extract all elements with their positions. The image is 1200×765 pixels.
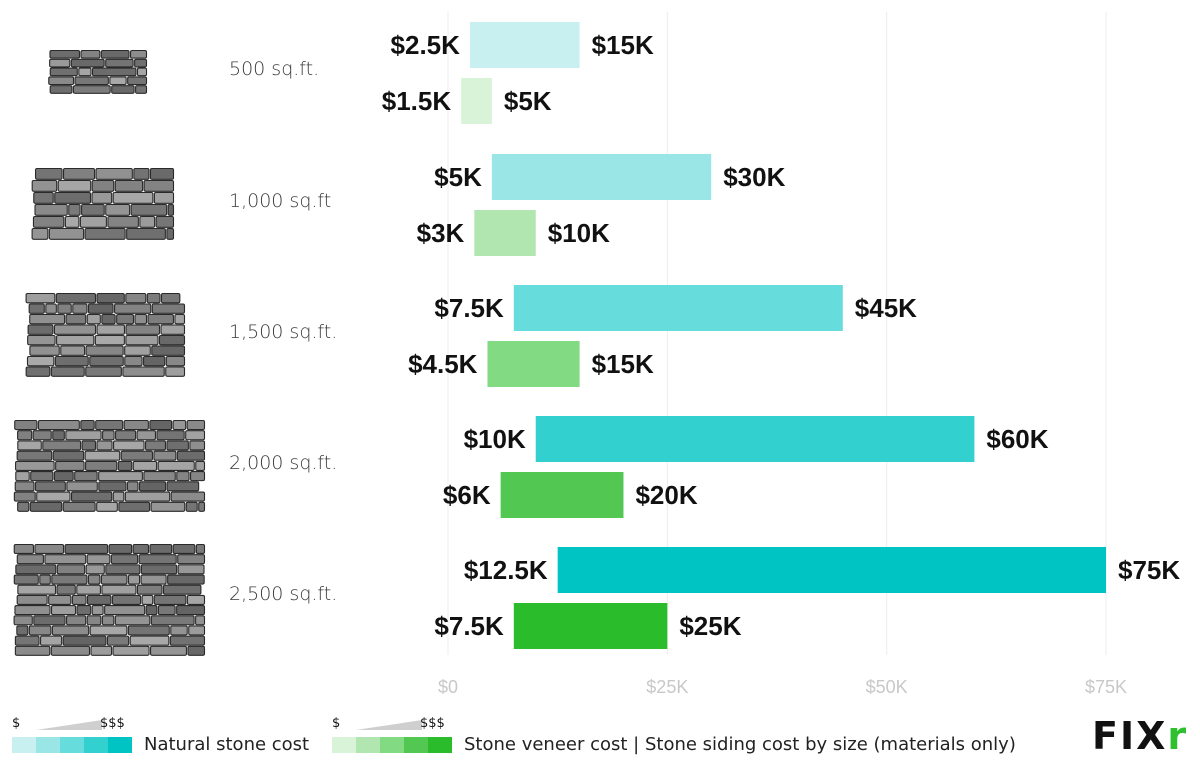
low-value-label: $7.5K: [434, 611, 504, 641]
stone-veneer-bar: [500, 472, 624, 518]
legend-high-symbol: $$$: [420, 716, 445, 731]
legend-low-symbol: $: [332, 716, 341, 731]
stone-veneer-bar: [461, 78, 492, 124]
legend-ramp-wedge: [356, 720, 422, 730]
stone-wall-icon: [48, 49, 148, 94]
category-label: 2,500 sq.ft.: [229, 583, 338, 605]
natural-stone-bar: [491, 154, 712, 200]
high-value-label: $60K: [986, 424, 1048, 454]
high-value-label: $10K: [548, 218, 610, 248]
stone-veneer-bar: [513, 603, 668, 649]
high-value-label: $15K: [592, 30, 654, 60]
natural-stone-bar: [535, 416, 975, 462]
fixr-logo: FIXr: [1092, 714, 1189, 758]
stone-wall-icon: [13, 419, 206, 512]
x-tick-label: $25K: [646, 677, 688, 697]
legend-high-symbol: $$$: [100, 716, 125, 731]
x-tick-label: $75K: [1085, 677, 1127, 697]
low-value-label: $5K: [434, 162, 482, 192]
category-label: 500 sq.ft.: [229, 58, 320, 80]
stone-veneer-bar: [474, 210, 536, 256]
x-tick-label: $50K: [866, 677, 908, 697]
high-value-label: $25K: [679, 611, 741, 641]
legend-low-symbol: $: [12, 716, 21, 731]
high-value-label: $30K: [723, 162, 785, 192]
natural-stone-bar: [557, 547, 1106, 593]
x-tick-label: $0: [438, 677, 458, 697]
legend-veneer-color-ramp: [332, 737, 452, 753]
stone-wall-illustrations: [13, 49, 206, 656]
low-value-label: $4.5K: [408, 349, 478, 379]
stone-wall-icon: [25, 292, 186, 377]
category-label: 2,000 sq.ft.: [229, 452, 338, 474]
bars: [461, 22, 1106, 649]
natural-stone-bar: [469, 22, 580, 68]
value-labels: $2.5K $15K $5K $30K $7.5K $45K $10K $60K $12.5K $…: [382, 30, 1181, 641]
stone-veneer-bar: [487, 341, 580, 387]
category-label: 1,500 sq.ft.: [229, 321, 338, 343]
legend-natural-label: Natural stone cost: [144, 734, 310, 755]
legend-natural-color-ramp: [12, 737, 132, 753]
low-value-label: $1.5K: [382, 86, 452, 116]
category-label: 1,000 sq.ft: [229, 190, 332, 212]
low-value-label: $2.5K: [391, 30, 461, 60]
high-value-label: $20K: [635, 480, 697, 510]
high-value-label: $15K: [592, 349, 654, 379]
low-value-label: $6K: [443, 480, 491, 510]
natural-stone-bar: [513, 285, 843, 331]
legend-veneer-label: Stone veneer cost | Stone siding cost by…: [464, 734, 1016, 755]
high-value-label: $75K: [1118, 555, 1180, 585]
low-value-label: $10K: [464, 424, 526, 454]
low-value-label: $7.5K: [434, 293, 504, 323]
high-value-label: $5K: [504, 86, 552, 116]
stone-wall-icon: [31, 167, 175, 240]
stone-wall-icon: [13, 543, 206, 656]
low-value-label: $12.5K: [464, 555, 548, 585]
high-value-label: $45K: [855, 293, 917, 323]
x-tick-labels: $0 $25K $50K $75K: [438, 677, 1127, 697]
low-value-label: $3K: [417, 218, 465, 248]
legend-ramp-wedge: [36, 720, 102, 730]
